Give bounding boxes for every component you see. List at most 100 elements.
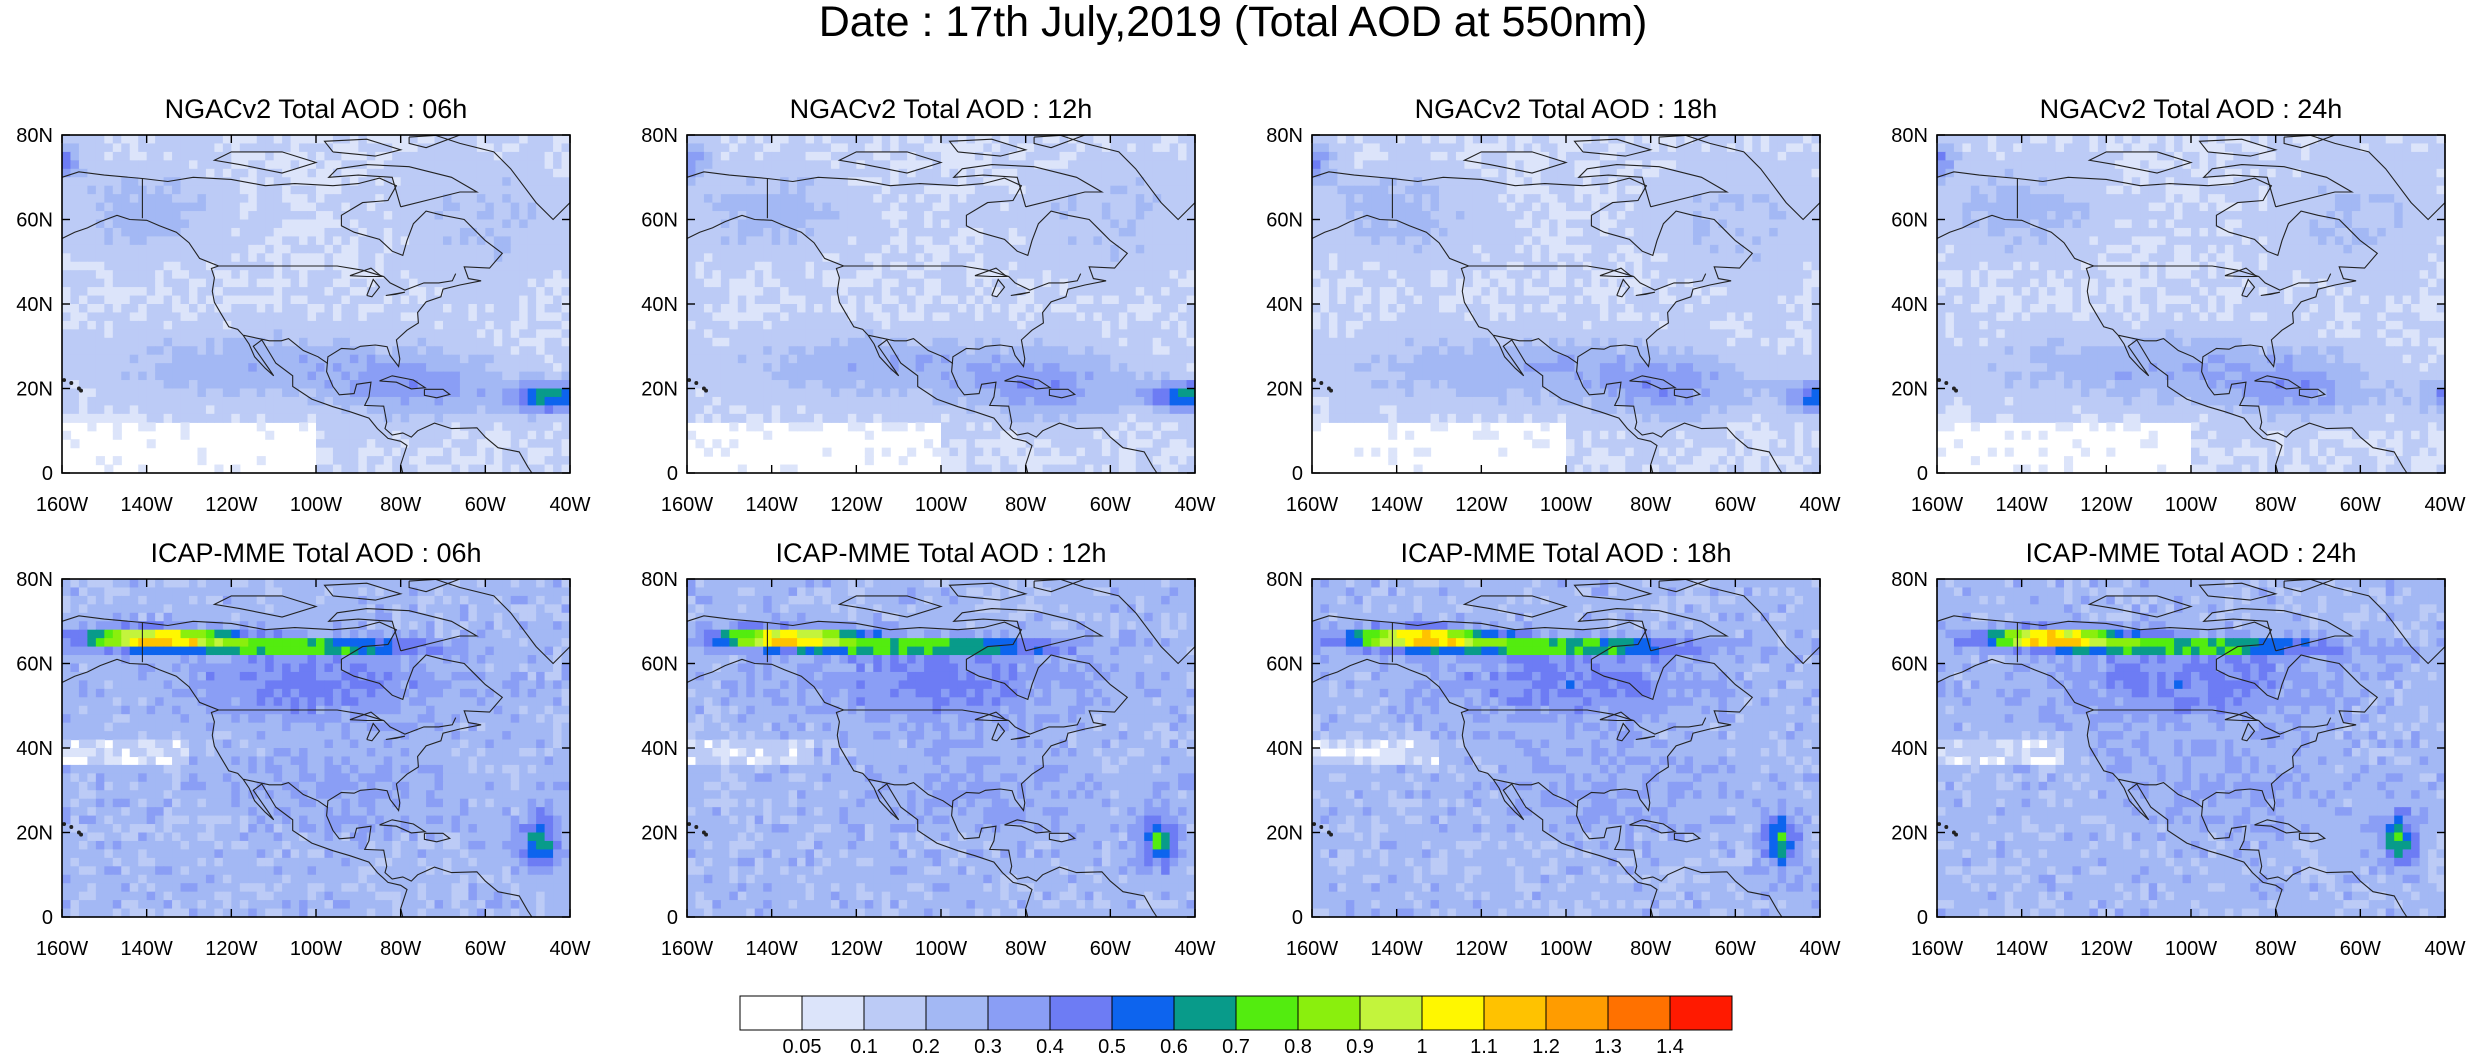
coastlines <box>1936 134 2446 474</box>
lon-tick-label: 100W <box>915 938 967 960</box>
panel-title: NGACv2 Total AOD : 18h <box>1414 94 1718 124</box>
lon-tick-label: 140W <box>1996 938 2048 960</box>
coastlines <box>686 578 1196 918</box>
aod-field <box>62 579 571 918</box>
lat-tick-label: 80N <box>16 125 53 147</box>
colorbar-label: 0.2 <box>912 1036 940 1056</box>
lat-tick-label: 40N <box>641 738 678 760</box>
lat-tick-label: 20N <box>1891 823 1928 845</box>
map-panel: 80N 60N 40N 20N 0 160W 140W 120W 100W 80W 60W 40W <box>16 125 590 516</box>
map-panel: 80N 60N 40N 20N 0 160W 140W 120W 100W 80W 60W 40W <box>641 569 1215 960</box>
panel-title: NGACv2 Total AOD : 12h <box>789 94 1093 124</box>
lon-tick-label: 40W <box>1174 494 1215 516</box>
lon-tick-label: 120W <box>1455 494 1507 516</box>
lon-tick-label: 140W <box>1371 938 1423 960</box>
map-panel: 80N 60N 40N 20N 0 160W 140W 120W 100W 80W 60W 40W <box>641 125 1215 516</box>
lon-tick-label: 140W <box>746 494 798 516</box>
colorbar-label: 0.5 <box>1098 1036 1126 1056</box>
lon-tick-label: 120W <box>205 494 257 516</box>
lon-tick-label: 140W <box>1371 494 1423 516</box>
lon-tick-label: 40W <box>1799 938 1840 960</box>
lat-tick-label: 20N <box>1891 379 1928 401</box>
lat-tick-label: 60N <box>1891 210 1928 232</box>
lat-tick-label: 0 <box>667 907 678 929</box>
lon-tick-label: 80W <box>1630 938 1671 960</box>
lat-tick-label: 80N <box>1266 125 1303 147</box>
lon-tick-label: 40W <box>1799 494 1840 516</box>
aod-field <box>687 579 1196 918</box>
lon-tick-label: 80W <box>1005 494 1046 516</box>
lon-tick-label: 120W <box>2080 494 2132 516</box>
lon-tick-label: 160W <box>36 938 88 960</box>
lon-tick-label: 40W <box>549 938 590 960</box>
lon-tick-label: 80W <box>1005 938 1046 960</box>
colorbar-swatch <box>1111 995 1175 1031</box>
lat-tick-label: 20N <box>1266 379 1303 401</box>
lat-tick-label: 0 <box>42 907 53 929</box>
aod-field <box>687 135 1196 474</box>
lat-tick-label: 0 <box>1917 463 1928 485</box>
colorbar-swatch <box>987 995 1051 1031</box>
lat-tick-label: 60N <box>1266 210 1303 232</box>
colorbar-swatch <box>1235 995 1299 1031</box>
lat-tick-label: 60N <box>1891 654 1928 676</box>
colorbar-swatch <box>1297 995 1361 1031</box>
lat-tick-label: 60N <box>16 210 53 232</box>
lat-tick-label: 20N <box>641 379 678 401</box>
lat-tick-label: 0 <box>1292 907 1303 929</box>
colorbar-label: 0.05 <box>783 1036 822 1056</box>
lon-tick-label: 140W <box>121 494 173 516</box>
coastlines <box>1311 578 1821 918</box>
lon-tick-label: 160W <box>1911 494 1963 516</box>
aod-field <box>62 135 571 474</box>
lon-tick-label: 80W <box>380 938 421 960</box>
lat-tick-label: 60N <box>641 210 678 232</box>
lon-tick-label: 60W <box>1715 494 1756 516</box>
coastlines <box>1311 134 1821 474</box>
coastlines <box>1936 578 2446 918</box>
lat-tick-label: 20N <box>641 823 678 845</box>
figure-title: Date : 17th July,2019 (Total AOD at 550n… <box>818 0 1648 46</box>
colorbar-label: 0.7 <box>1222 1036 1250 1056</box>
colorbar-swatch <box>1545 995 1609 1031</box>
lon-tick-label: 140W <box>1996 494 2048 516</box>
lon-tick-label: 100W <box>1540 494 1592 516</box>
panel-title: NGACv2 Total AOD : 24h <box>2039 94 2343 124</box>
lon-tick-label: 40W <box>2424 938 2465 960</box>
lat-tick-label: 0 <box>42 463 53 485</box>
colorbar-swatch <box>739 995 803 1031</box>
lon-tick-label: 160W <box>1911 938 1963 960</box>
lon-tick-label: 40W <box>549 494 590 516</box>
lat-tick-label: 40N <box>1266 738 1303 760</box>
lon-tick-label: 160W <box>36 494 88 516</box>
panel-title: ICAP-MME Total AOD : 12h <box>775 538 1107 568</box>
lon-tick-label: 40W <box>2424 494 2465 516</box>
lon-tick-label: 80W <box>380 494 421 516</box>
colorbar-swatch <box>1421 995 1485 1031</box>
colorbar-label: 0.3 <box>974 1036 1002 1056</box>
panel-title: ICAP-MME Total AOD : 06h <box>150 538 482 568</box>
lon-tick-label: 120W <box>830 494 882 516</box>
colorbar-swatch <box>1607 995 1671 1031</box>
lat-tick-label: 60N <box>641 654 678 676</box>
colorbar-label: 0.8 <box>1284 1036 1312 1056</box>
lon-tick-label: 160W <box>661 494 713 516</box>
map-panel: 80N 60N 40N 20N 0 160W 140W 120W 100W 80W 60W 40W <box>16 569 590 960</box>
lon-tick-label: 60W <box>1090 494 1131 516</box>
colorbar-swatch <box>1359 995 1423 1031</box>
colorbar-label: 1.3 <box>1594 1036 1622 1056</box>
map-panel: 80N 60N 40N 20N 0 160W 140W 120W 100W 80W 60W 40W <box>1266 125 1840 516</box>
lat-tick-label: 20N <box>1266 823 1303 845</box>
lon-tick-label: 160W <box>1286 494 1338 516</box>
lon-tick-label: 160W <box>661 938 713 960</box>
colorbar-label: 0.9 <box>1346 1036 1374 1056</box>
lon-tick-label: 140W <box>746 938 798 960</box>
lat-tick-label: 80N <box>1266 569 1303 591</box>
lat-tick-label: 0 <box>1292 463 1303 485</box>
lon-tick-label: 80W <box>1630 494 1671 516</box>
lat-tick-label: 20N <box>16 379 53 401</box>
lon-tick-label: 100W <box>1540 938 1592 960</box>
lon-tick-label: 60W <box>1090 938 1131 960</box>
lat-tick-label: 40N <box>1891 738 1928 760</box>
colorbar-label: 0.6 <box>1160 1036 1188 1056</box>
